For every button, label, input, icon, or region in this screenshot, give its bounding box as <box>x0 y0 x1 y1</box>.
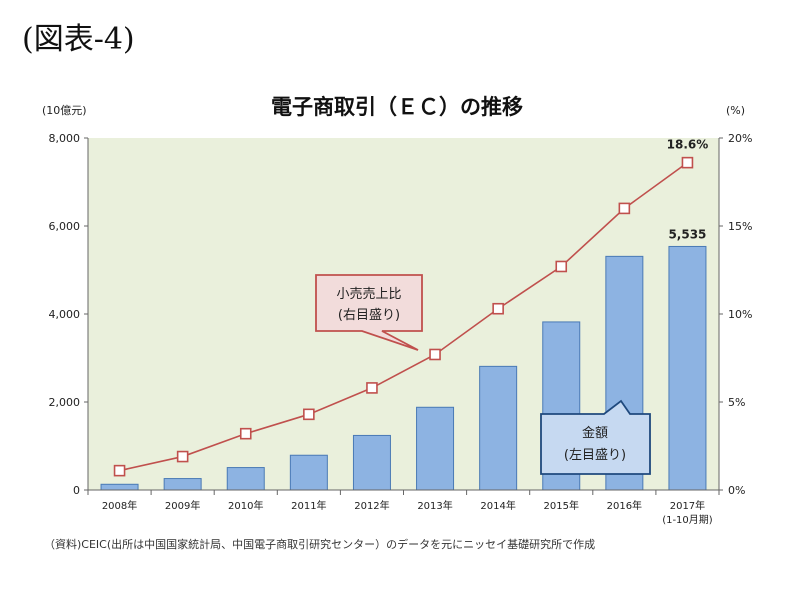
bar-5 <box>416 406 455 491</box>
callout-retail-ratio-shape <box>315 274 423 351</box>
line-marker-6 <box>492 302 504 315</box>
callout-retail-ratio-line1: 小売売上比 <box>336 286 401 302</box>
left-tick-label-0: 0 <box>73 484 80 497</box>
bar-4 <box>352 434 391 491</box>
line-marker-5 <box>429 348 441 361</box>
left-tick-label-4: 8,000 <box>49 132 81 145</box>
left-axis-unit: (10億元) <box>42 104 87 117</box>
line-marker-9 <box>681 156 694 169</box>
ec-chart: 電子商取引（ＥＣ）の推移 (10億元) (%) 0 2,000 4,000 6,000… <box>42 95 752 526</box>
right-tick-label-1: 5% <box>728 396 745 409</box>
x-tick-label-3: 2011年 <box>291 499 326 512</box>
callout-retail-ratio-line2: (右目盛り) <box>338 308 400 323</box>
x-tick-label-8: 2016年 <box>607 499 642 512</box>
x-tick-label-2: 2010年 <box>228 499 263 512</box>
bar-6 <box>479 365 518 491</box>
chart-title: 電子商取引（ＥＣ）の推移 <box>271 95 523 119</box>
line-marker-3 <box>303 408 315 421</box>
left-tick-label-2: 4,000 <box>49 308 81 321</box>
callout-amount-line2: (左目盛り) <box>564 448 626 463</box>
right-tick-label-4: 20% <box>728 132 752 145</box>
left-tick-label-3: 6,000 <box>49 220 81 233</box>
line-marker-0 <box>113 464 126 477</box>
x-tick-label-4: 2012年 <box>354 499 389 512</box>
line-marker-2 <box>239 427 252 440</box>
bar-9 <box>668 245 707 491</box>
callout-amount-line1: 金額 <box>582 425 608 441</box>
x-tick-label-7: 2015年 <box>544 499 579 512</box>
line-marker-1 <box>176 450 189 463</box>
bar-2 <box>226 467 265 491</box>
x-tick-label-9: 2017年 <box>670 499 705 512</box>
x-tick-sublabel-9: (1-10月期) <box>662 514 713 526</box>
right-tick-label-2: 10% <box>728 308 752 321</box>
left-tick-label-1: 2,000 <box>49 396 81 409</box>
right-tick-label-3: 15% <box>728 220 752 233</box>
line-marker-8 <box>618 202 631 215</box>
x-tick-label-5: 2013年 <box>417 499 452 512</box>
right-axis-unit: (%) <box>726 104 745 117</box>
callout-retail-ratio: 小売売上比 (右目盛り) <box>315 274 423 351</box>
line-marker-7 <box>555 260 568 273</box>
right-tick-label-0: 0% <box>728 484 745 497</box>
x-tick-label-6: 2014年 <box>480 499 515 512</box>
bar-3 <box>289 454 328 491</box>
retail-ratio-line <box>119 161 688 472</box>
callout-amount-shape <box>540 399 651 475</box>
callout-amount: 金額 (左目盛り) <box>540 399 651 475</box>
line-marker-4 <box>366 382 378 394</box>
bar-value-label-last: 5,535 <box>668 227 706 241</box>
figure-label: (図表-4) <box>22 22 135 57</box>
line-value-label-last: 18.6% <box>667 138 709 152</box>
x-tick-label-1: 2009年 <box>165 499 200 512</box>
x-tick-label-0: 2008年 <box>102 499 137 512</box>
bar-0 <box>100 483 139 491</box>
bar-1 <box>163 478 202 491</box>
source-note: （資料)CEIC(出所は中国国家統計局、中国電子商取引研究センター）のデータを元… <box>44 538 596 551</box>
